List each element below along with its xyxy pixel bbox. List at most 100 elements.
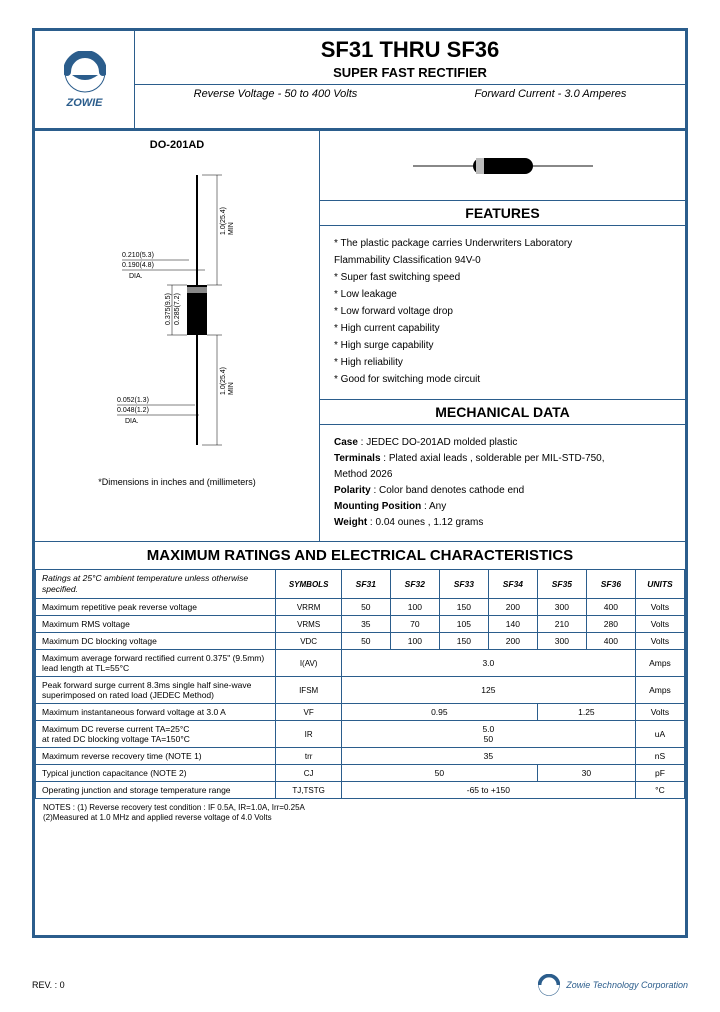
rating-value: 150 [439,599,488,616]
rating-unit: Amps [635,677,684,704]
rating-value: 125 [341,677,635,704]
feature-item: * High surge capability [334,338,671,354]
feature-item: * Low leakage [334,287,671,303]
zowie-logo-icon [64,51,106,93]
rating-value: 35 [341,616,390,633]
svg-text:0.375(9.5): 0.375(9.5) [165,293,172,325]
footer-logo: Zowie Technology Corporation [538,974,688,996]
footer-company: Zowie Technology Corporation [566,980,688,990]
rating-label: Maximum DC reverse current TA=25°C at ra… [36,721,276,748]
rating-value: 100 [390,633,439,650]
ratings-column-header: SF32 [390,570,439,599]
rating-unit: Volts [635,704,684,721]
diode-icon [413,154,593,178]
logo-cell: ZOWIE [35,31,135,128]
ratings-column-header: SF33 [439,570,488,599]
rating-label: Maximum instantaneous forward voltage at… [36,704,276,721]
rating-value: 3.0 [341,650,635,677]
rating-value: 70 [390,616,439,633]
feature-item: * High reliability [334,355,671,371]
rating-label: Maximum RMS voltage [36,616,276,633]
rating-unit: Volts [635,616,684,633]
rating-value: 400 [586,633,635,650]
feature-item: * Good for switching mode circuit [334,372,671,388]
features-header: FEATURES [320,201,685,226]
rating-label: Operating junction and storage temperatu… [36,782,276,799]
page-footer: REV. : 0 Zowie Technology Corporation [32,974,688,996]
svg-text:MIN: MIN [228,382,235,395]
ratings-column-header: SF36 [586,570,635,599]
revision-text: REV. : 0 [32,980,65,990]
header-row: ZOWIE SF31 THRU SF36 SUPER FAST RECTIFIE… [35,31,685,131]
rating-symbol: VRMS [276,616,341,633]
rating-unit: pF [635,765,684,782]
svg-text:1.0(25.4): 1.0(25.4) [220,367,227,395]
rating-symbol: VDC [276,633,341,650]
rating-symbol: CJ [276,765,341,782]
package-name: DO-201AD [150,139,204,151]
rating-unit: Volts [635,599,684,616]
rating-value: 5.050 [341,721,635,748]
right-column: FEATURES * The plastic package carries U… [320,131,685,541]
mechanical-line: Method 2026 [334,467,671,482]
ratings-column-header: SYMBOLS [276,570,341,599]
rating-label: Maximum average forward rectified curren… [36,650,276,677]
rating-symbol: TJ,TSTG [276,782,341,799]
rating-value: 50 [341,599,390,616]
rating-unit: uA [635,721,684,748]
table-notes: NOTES : (1) Reverse recovery test condit… [35,799,685,828]
rating-unit: nS [635,748,684,765]
feature-item: * The plastic package carries Underwrite… [334,236,671,252]
rating-value: 35 [341,748,635,765]
rating-unit: Amps [635,650,684,677]
mechanical-line: Case : JEDEC DO-201AD molded plastic [334,435,671,450]
spec-reverse-voltage: Reverse Voltage - 50 to 400 Volts [194,88,358,100]
svg-text:1.0(25.4): 1.0(25.4) [220,207,227,235]
rating-unit: °C [635,782,684,799]
logo-text: ZOWIE [66,97,102,109]
mid-section: DO-201AD 0.210(5.3) 0.190(4.8) DIA. 1.0(… [35,131,685,542]
rating-value: 0.95 [341,704,537,721]
rating-value: 300 [537,633,586,650]
mechanical-line: Polarity : Color band denotes cathode en… [334,483,671,498]
feature-item: * Super fast switching speed [334,270,671,286]
rating-value: -65 to +150 [341,782,635,799]
main-title: SF31 THRU SF36 [321,37,500,63]
ratings-table: Ratings at 25°C ambient temperature unle… [35,569,685,799]
ratings-column-header: UNITS [635,570,684,599]
dimension-note: *Dimensions in inches and (millimeters) [98,477,256,487]
package-diagram-cell: DO-201AD 0.210(5.3) 0.190(4.8) DIA. 1.0(… [35,131,320,541]
feature-item: * Low forward voltage drop [334,304,671,320]
ratings-column-header: SF34 [488,570,537,599]
rating-label: Maximum reverse recovery time (NOTE 1) [36,748,276,765]
mechanical-line: Weight : 0.04 ounes , 1.12 grams [334,515,671,530]
rating-value: 400 [586,599,635,616]
mechanical-header: MECHANICAL DATA [320,400,685,425]
rating-label: Peak forward surge current 8.3ms single … [36,677,276,704]
ratings-column-header: SF35 [537,570,586,599]
rating-symbol: IR [276,721,341,748]
datasheet-frame: ZOWIE SF31 THRU SF36 SUPER FAST RECTIFIE… [32,28,688,938]
svg-text:0.210(5.3): 0.210(5.3) [122,252,154,259]
rating-value: 105 [439,616,488,633]
spec-forward-current: Forward Current - 3.0 Amperes [475,88,627,100]
svg-text:0.048(1.2): 0.048(1.2) [117,407,149,414]
rating-symbol: VF [276,704,341,721]
svg-text:0.285(7.2): 0.285(7.2) [174,293,181,325]
rating-symbol: VRRM [276,599,341,616]
rating-symbol: IFSM [276,677,341,704]
rating-value: 280 [586,616,635,633]
svg-text:MIN: MIN [228,222,235,235]
rating-value: 140 [488,616,537,633]
rating-value: 30 [537,765,635,782]
rating-label: Typical junction capacitance (NOTE 2) [36,765,276,782]
rating-value: 50 [341,633,390,650]
ratings-header: MAXIMUM RATINGS AND ELECTRICAL CHARACTER… [35,542,685,569]
sub-title: SUPER FAST RECTIFIER [333,65,487,80]
rating-value: 200 [488,633,537,650]
rating-symbol: I(AV) [276,650,341,677]
title-cell: SF31 THRU SF36 SUPER FAST RECTIFIER Reve… [135,31,685,128]
mechanical-data: Case : JEDEC DO-201AD molded plasticTerm… [320,425,685,541]
svg-text:DIA.: DIA. [125,418,139,425]
rating-label: Maximum repetitive peak reverse voltage [36,599,276,616]
